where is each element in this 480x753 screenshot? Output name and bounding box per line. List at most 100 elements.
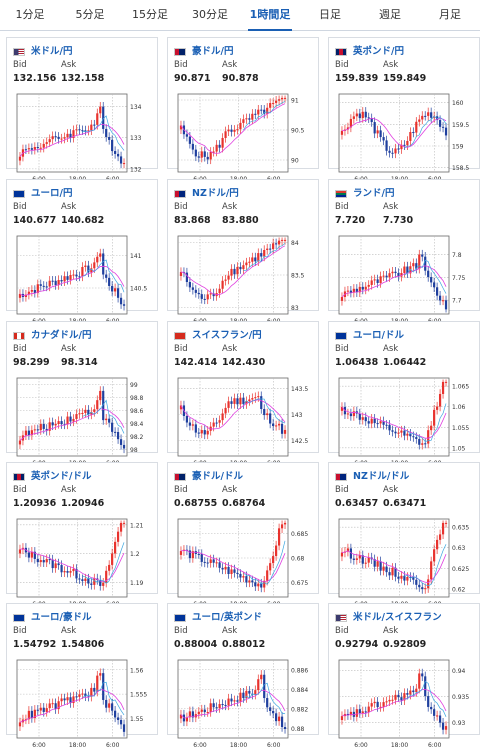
candle-body (424, 588, 427, 590)
candle-body (239, 692, 242, 702)
ask-value: 159.849 (383, 73, 427, 84)
candle-body (45, 708, 48, 712)
card-title[interactable]: ランド/円 (335, 185, 394, 199)
tab-2[interactable]: 15分足 (132, 8, 168, 21)
candle-body (355, 558, 358, 560)
rate-card[interactable]: スイスフラン/円 Bid Ask 142.414 142.430 143.5 143 142.… (167, 321, 319, 467)
tab-3[interactable]: 30分足 (192, 8, 228, 21)
candle-body (415, 263, 418, 269)
tab-1[interactable]: 5分足 (75, 8, 105, 21)
candle-body (277, 240, 281, 245)
candle-body (215, 562, 218, 564)
candle-body (245, 118, 248, 120)
card-title[interactable]: 米ドル/円 (13, 43, 72, 57)
bid-label: Bid (174, 626, 188, 636)
y-tick-label: 7.7 (452, 298, 462, 305)
pair-name: 豪ドル/ドル (192, 471, 243, 482)
candle-body (179, 125, 183, 130)
candle-body (367, 117, 370, 119)
candle-body (421, 254, 424, 257)
y-tick-label: 132 (130, 166, 142, 173)
card-title[interactable]: ユーロ/円 (13, 185, 72, 199)
moving-average-line (341, 265, 447, 298)
candle-body (275, 713, 278, 722)
candle-body (122, 444, 126, 449)
candle-body (51, 559, 54, 569)
card-title[interactable]: 豪ドル/円 (174, 43, 233, 57)
tab-4[interactable]: 1時間足 (240, 0, 300, 31)
card-title[interactable]: 英ポンド/円 (335, 43, 404, 57)
candle-body (239, 266, 242, 270)
candle-body (427, 270, 430, 278)
candle-body (388, 699, 391, 702)
candle-body (197, 292, 200, 295)
card-title[interactable]: スイスフラン/円 (174, 327, 262, 341)
candle-body (254, 582, 257, 587)
candle-body (438, 295, 442, 301)
candle-body (441, 126, 445, 128)
rate-card[interactable]: 英ポンド/ドルBidAsk1.209361.209461.211.21.196:… (6, 462, 158, 608)
bid-value: 132.156 (13, 73, 57, 84)
pair-name: 英ポンド/円 (353, 46, 404, 57)
card-title[interactable]: 豪ドル/ドル (174, 468, 243, 482)
candle-body (102, 390, 105, 421)
tab-0[interactable]: 1分足 (15, 8, 45, 21)
candle-body (224, 704, 227, 706)
rate-card[interactable]: NZドル/円BidAsk83.86883.8808483.5836:0018:0… (167, 179, 319, 325)
candle-body (90, 687, 93, 697)
candle-body (364, 711, 367, 713)
card-title[interactable]: ユーロ/ドル (335, 327, 404, 341)
tab-7[interactable]: 月足 (439, 8, 461, 21)
x-tick-label: 18:00 (69, 742, 86, 749)
rate-card[interactable]: カナダドル/円 Bid Ask 98.299 98.314 99 98.8 98.6 98.4 9… (6, 321, 158, 467)
candle-body (111, 553, 114, 565)
rate-card[interactable]: ユーロ/豪ドル Bid Ask 1.54792 1.54806 1.56 1.555 1.55… (6, 603, 158, 749)
candle-body (373, 122, 376, 134)
rate-card[interactable]: 米ドル/円BidAsk132.156132.1581341331326:0018… (6, 37, 158, 183)
card-title[interactable]: カナダドル/円 (13, 327, 91, 341)
rate-card[interactable]: ユーロ/円BidAsk140.677140.682141140.56:0018:… (6, 179, 158, 325)
rate-card[interactable]: 英ポンド/円 Bid Ask 159.839 159.849 160 159.5 159 158… (328, 37, 480, 183)
card-title[interactable]: ユーロ/英ポンド (174, 609, 262, 623)
x-tick-label: 6:00 (267, 742, 281, 749)
tab-6[interactable]: 週足 (379, 8, 401, 21)
candle-body (436, 406, 439, 410)
moving-average-line-short (82, 542, 125, 584)
card-title[interactable]: 米ドル/スイスフラン (335, 609, 442, 623)
y-tick-label: 143.5 (291, 386, 308, 393)
candle-body (215, 144, 218, 152)
pair-name: スイスフラン/円 (192, 330, 262, 341)
rate-card[interactable]: ユーロ/ドル Bid Ask 1.06438 1.06442 1.065 1.06 1.055… (328, 321, 480, 467)
candle-body (340, 716, 344, 721)
candle-body (409, 433, 412, 437)
candle-body (111, 139, 114, 152)
card-title[interactable]: NZドル/ドル (335, 468, 409, 482)
rate-card[interactable]: ユーロ/英ポンド Bid Ask 0.88004 0.88012 0.886 0.884 0.… (167, 603, 319, 749)
candle-body (30, 148, 33, 150)
candle-body (346, 127, 350, 130)
moving-average-line (19, 548, 125, 583)
card-title[interactable]: NZドル/円 (174, 185, 239, 199)
rate-card[interactable]: NZドル/ドル Bid Ask 0.63457 0.63471 0.635 0.63 0.62… (328, 462, 480, 608)
card-title[interactable]: 英ポンド/ドル (13, 468, 91, 482)
candle-body (418, 119, 421, 122)
candle-body (376, 423, 379, 425)
rate-card[interactable]: ランド/円BidAsk7.7207.7307.87.757.76:0018:00… (328, 179, 480, 325)
moving-average-line-short (82, 259, 125, 293)
candle-body (206, 712, 209, 714)
candle-body (218, 288, 221, 294)
candle-body (352, 558, 355, 560)
card-title[interactable]: ユーロ/豪ドル (13, 609, 91, 623)
candle-body (444, 127, 448, 136)
candle-body (346, 413, 350, 415)
ask-label: Ask (222, 626, 238, 636)
tab-5[interactable]: 日足 (319, 8, 341, 21)
rate-card[interactable]: 豪ドル/ドル Bid Ask 0.68755 0.68764 0.685 0.68 0.675… (167, 462, 319, 608)
candle-body (436, 539, 439, 550)
rate-card[interactable]: 豪ドル/円BidAsk90.87190.8789190.5906:0018:00… (167, 37, 319, 183)
candle-body (209, 151, 212, 160)
moving-average-line-short (404, 680, 447, 717)
rate-card[interactable]: 米ドル/スイスフラン Bid Ask 0.92794 0.92809 0.94 0.935 0… (328, 603, 480, 749)
candle-body (358, 413, 361, 420)
candle-body (418, 438, 421, 445)
